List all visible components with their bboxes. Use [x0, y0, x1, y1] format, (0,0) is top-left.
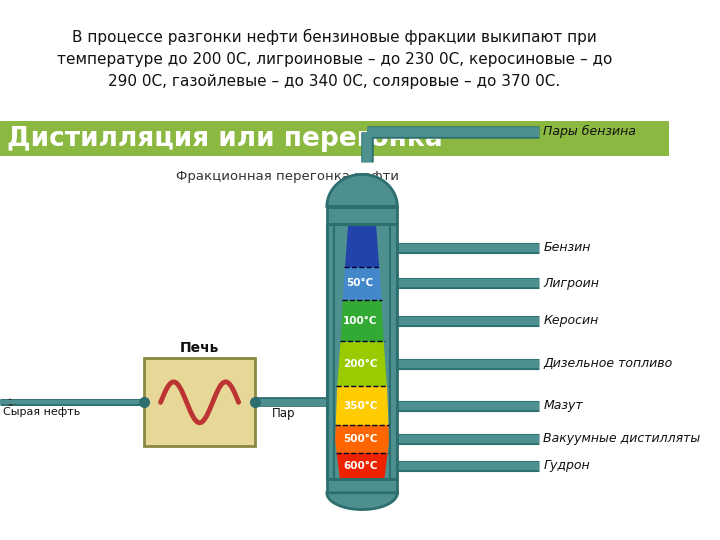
Text: 100°C: 100°C — [343, 315, 377, 326]
Polygon shape — [341, 300, 384, 341]
Text: Бензин: Бензин — [543, 241, 590, 254]
Text: Дизельное топливо: Дизельное топливо — [543, 357, 672, 370]
Text: 600°C: 600°C — [343, 461, 377, 471]
Text: Пар: Пар — [272, 407, 295, 420]
Polygon shape — [336, 386, 389, 425]
Text: Сырая нефть: Сырая нефть — [3, 407, 80, 417]
Text: Лигроин: Лигроин — [543, 277, 599, 290]
Text: 350°C: 350°C — [343, 401, 377, 410]
Text: Мазут: Мазут — [543, 399, 582, 412]
Bar — [327, 224, 334, 479]
Bar — [327, 224, 397, 479]
Bar — [390, 224, 397, 479]
Bar — [327, 207, 397, 224]
Text: Фракционная перегонка нефти: Фракционная перегонка нефти — [176, 170, 400, 183]
Text: Печь: Печь — [180, 341, 220, 355]
Bar — [144, 358, 256, 447]
Text: 500°C: 500°C — [343, 434, 377, 444]
Text: Дистилляция или перегонка: Дистилляция или перегонка — [7, 126, 444, 152]
Bar — [327, 224, 397, 479]
Polygon shape — [337, 341, 387, 386]
Bar — [0, 122, 668, 156]
Text: В процессе разгонки нефти бензиновые фракции выкипают при
температуре до 200 0С,: В процессе разгонки нефти бензиновые фра… — [57, 29, 612, 89]
Polygon shape — [345, 224, 379, 267]
Text: Пары бензина: Пары бензина — [543, 125, 636, 138]
Text: 200°C: 200°C — [343, 359, 377, 369]
Text: Гудрон: Гудрон — [543, 460, 590, 472]
Polygon shape — [336, 425, 389, 453]
Text: 50°C: 50°C — [346, 279, 374, 288]
Polygon shape — [337, 453, 387, 479]
Text: Вакуумные дистилляты: Вакуумные дистилляты — [543, 433, 701, 446]
Text: Керосин: Керосин — [543, 314, 598, 327]
Polygon shape — [327, 493, 397, 510]
Polygon shape — [343, 267, 382, 300]
Polygon shape — [327, 174, 397, 207]
Bar — [327, 479, 397, 493]
